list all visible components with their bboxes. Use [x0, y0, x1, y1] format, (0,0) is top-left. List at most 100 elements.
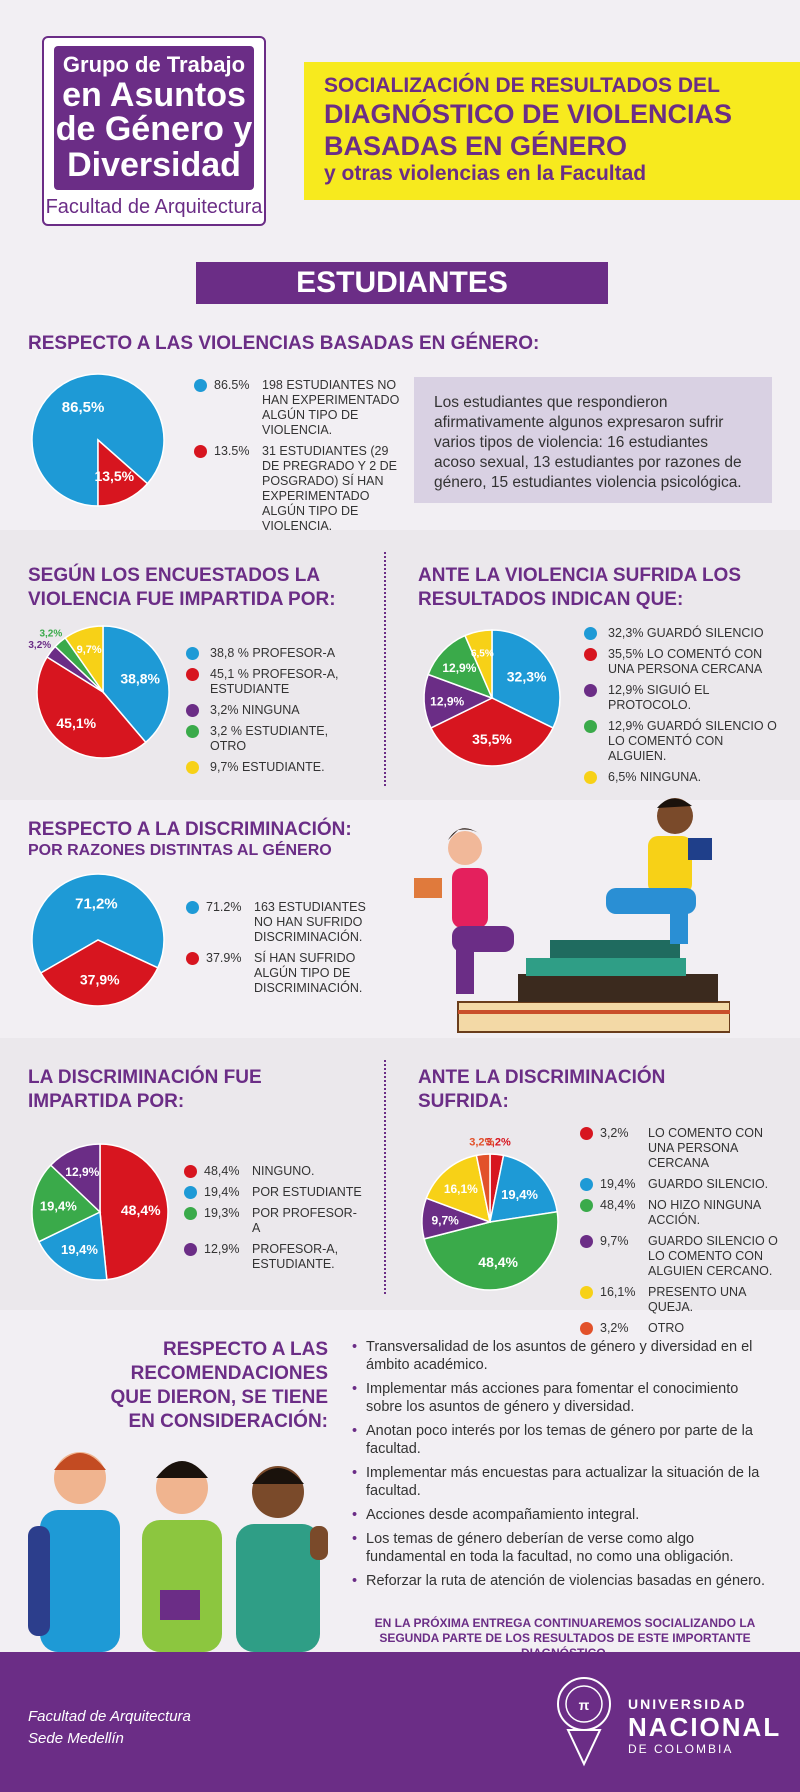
pie-data-label: 19,4%	[40, 1199, 77, 1214]
pie-data-label: 3,2%	[486, 1136, 511, 1148]
student2-hair	[156, 1461, 208, 1478]
title-line-4: y otras violencias en la Facultad	[324, 162, 647, 185]
boy-hair	[657, 798, 692, 808]
footer-line-1: Facultad de Arquitectura	[28, 1708, 191, 1725]
legend-item: 48,4% NO HIZO NINGUNA ACCIÓN.	[580, 1198, 780, 1228]
pie-slice	[36, 655, 147, 759]
logo-line-1: Grupo de Trabajo	[62, 52, 246, 77]
legend-swatch	[584, 648, 597, 661]
legend-item: 19,3% POR PROFESOR-A	[184, 1206, 364, 1236]
legend-text: 163 ESTUDIANTES NO HAN SUFRIDO DISCRIMIN…	[254, 900, 366, 944]
recommendations-list: Transversalidad de los asuntos de género…	[352, 1338, 772, 1596]
pie-data-label: 48,4%	[478, 1254, 518, 1270]
legend-text: PRESENTO UNA QUEJA.	[648, 1285, 746, 1314]
pie-data-label: 38,8%	[120, 670, 160, 686]
legend-text: 45,1 % PROFESOR-A, ESTUDIANTE	[210, 667, 339, 696]
logo-line-3: de Género y	[55, 110, 253, 148]
student3-shirt	[236, 1524, 320, 1652]
legend-item: 9,7% ESTUDIANTE.	[186, 760, 366, 775]
girl-head	[448, 831, 482, 865]
group-logo: Grupo de Trabajo en Asuntos de Género y …	[42, 36, 266, 226]
s1-heading: RESPECTO A LAS VIOLENCIAS BASADAS EN GÉN…	[28, 333, 540, 354]
chart-violence-perpetrators: 38,8% 45,1% 3,2%3,2% 9,7%	[28, 625, 170, 759]
legend-swatch	[184, 1243, 197, 1256]
pie-data-label: 45,1%	[56, 715, 96, 731]
pie-slice	[64, 625, 104, 695]
s5-heading-line-2: IMPARTIDA POR:	[28, 1091, 185, 1112]
legend-swatch	[580, 1322, 593, 1335]
recommendation-item: Reforzar la ruta de atención de violenci…	[352, 1572, 772, 1590]
legend-item: 3,2% NINGUNA	[186, 703, 366, 718]
chart-violence-experienced: 86,5% 13,5%	[31, 373, 165, 507]
legend-percent: 19,4%	[204, 1185, 240, 1199]
girl-hair	[448, 828, 480, 840]
pie-data-label: 71,2%	[75, 896, 118, 913]
pie-slice	[102, 625, 170, 744]
legend-swatch	[186, 952, 199, 965]
legend-discrimination: 71.2% 163 ESTUDIANTES NO HAN SUFRIDO DISC…	[186, 900, 366, 1002]
legend-swatch	[584, 771, 597, 784]
legend-text: POR ESTUDIANTE	[252, 1185, 362, 1199]
legend-text: LO COMENTO CON UNA PERSONA CERCANA	[648, 1126, 764, 1170]
divider-vertical-2	[384, 1060, 386, 1294]
girl-book	[414, 878, 442, 898]
legend-swatch	[186, 761, 199, 774]
legend-item: 48,4% NINGUNO.	[184, 1164, 364, 1179]
girl-shirt	[452, 868, 488, 928]
title-line-1: SOCIALIZACIÓN DE RESULTADOS DEL	[324, 74, 720, 97]
legend-percent: 86.5%	[214, 378, 250, 392]
legend-percent: 19,3%	[204, 1206, 240, 1220]
legend-text: POR PROFESOR-A	[252, 1206, 357, 1235]
s4-heading: RESPECTO A LA DISCRIMINACIÓN:	[28, 819, 352, 840]
next-edition-note: EN LA PRÓXIMA ENTREGA CONTINUAREMOS SOCI…	[352, 1616, 778, 1667]
pie-data-label: 48,4%	[121, 1202, 161, 1218]
legend-item: 12,9% SIGUIÓ EL PROTOCOLO.	[584, 683, 780, 713]
student1-hair	[54, 1453, 106, 1470]
pie-data-label: 32,3%	[507, 668, 547, 684]
legend-text: GUARDO SILENCIO.	[648, 1177, 769, 1191]
book-stack-top	[526, 958, 686, 976]
pie-data-label: 12,9%	[65, 1165, 99, 1179]
pie-slice	[31, 373, 165, 507]
pie-slice	[99, 1143, 169, 1281]
book-stripe	[458, 1010, 730, 1014]
legend-text: 6,5% NINGUNA.	[608, 770, 702, 784]
legend-percent: 48,4%	[600, 1198, 636, 1212]
s3-heading-line-2: RESULTADOS INDICAN QUE:	[418, 589, 684, 610]
pie-slice	[423, 1210, 559, 1291]
legend-percent: 3,2%	[600, 1126, 629, 1140]
legend-swatch	[186, 725, 199, 738]
chart-response-to-violence: 32,3% 35,5% 12,9% 12,9% 6,5%	[423, 629, 561, 767]
logo-subtitle: Facultad de Arquitectura	[45, 196, 263, 218]
pie-slice	[475, 1153, 491, 1223]
s4-subheading: POR RAZONES DISTINTAS AL GÉNERO	[28, 842, 332, 859]
legend-item: 35,5% LO COMENTÓ CON UNA PERSONA CERCANA	[584, 647, 780, 677]
logo-line-4: Diversidad	[67, 146, 241, 184]
legend-text: 32,3% GUARDÓ SILENCIO	[608, 626, 764, 640]
legend-item: 9,7% GUARDO SILENCIO O LO COMENTO CON ALG…	[580, 1234, 780, 1279]
legend-swatch	[584, 720, 597, 733]
title-line-2: DIAGNÓSTICO DE VIOLENCIAS	[324, 99, 733, 129]
legend-item: 3,2% LO COMENTO CON UNA PERSONA CERCANA	[580, 1126, 780, 1171]
s2-heading: SEGÚN LOS ENCUESTADOS LA VIOLENCIA FUE I…	[28, 564, 336, 612]
recommendations-title: RESPECTO A LAS RECOMENDACIONES QUE DIERO…	[110, 1339, 328, 1432]
pie-data-label: 3,2%	[39, 628, 62, 639]
book-stack-middle	[518, 974, 718, 1002]
legend-item: 19,4% GUARDO SILENCIO.	[580, 1177, 780, 1192]
footer-line-2: Sede Medellín	[28, 1730, 124, 1747]
legend-percent: 19,4%	[600, 1177, 636, 1191]
legend-discrimination-perpetrators: 48,4% NINGUNO. 19,4% POR ESTUDIANTE 19,3% POR…	[184, 1164, 364, 1278]
boy-book	[688, 838, 712, 860]
student1-backpack	[28, 1526, 50, 1636]
pie-data-label: 13,5%	[94, 468, 134, 484]
girl-leg	[456, 950, 474, 994]
students-reading-illustration	[414, 798, 730, 1033]
pie-slice	[423, 673, 494, 729]
footer: Facultad de Arquitectura Sede Medellín π…	[0, 1652, 800, 1792]
recommendation-item: Acciones desde acompañamiento integral.	[352, 1506, 772, 1524]
s5-heading: LA DISCRIMINACIÓN FUE IMPARTIDA POR:	[28, 1066, 262, 1114]
legend-percent: 12,9%	[204, 1242, 240, 1256]
boy-leg	[670, 908, 688, 944]
boy-shirt	[648, 836, 692, 894]
girl-pants	[452, 926, 514, 952]
